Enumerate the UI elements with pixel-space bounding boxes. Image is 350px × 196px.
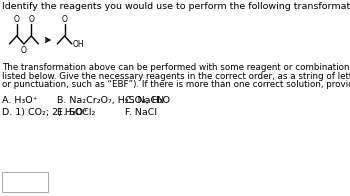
Text: O: O <box>14 15 20 24</box>
Text: OH: OH <box>72 40 84 48</box>
Text: E. SOCl₂: E. SOCl₂ <box>57 108 96 117</box>
Bar <box>2 172 48 192</box>
Text: O: O <box>21 46 27 55</box>
Text: O: O <box>62 15 68 24</box>
Text: F. NaCl: F. NaCl <box>125 108 157 117</box>
Text: O: O <box>28 15 34 24</box>
Text: C. NaCN: C. NaCN <box>125 96 164 105</box>
Text: D. 1) CO₂; 2) H₃O⁺: D. 1) CO₂; 2) H₃O⁺ <box>2 108 88 117</box>
Text: Identify the reagents you would use to perform the following transformation:: Identify the reagents you would use to p… <box>2 2 350 11</box>
Text: A. H₃O⁺: A. H₃O⁺ <box>2 96 38 105</box>
Text: or punctuation, such as “EBF”). If there is more than one correct solution, prov: or punctuation, such as “EBF”). If there… <box>2 80 350 89</box>
Text: The transformation above can be performed with some reagent or combination of th: The transformation above can be performe… <box>2 63 350 72</box>
Text: B. Na₂Cr₂O₇, H₂SO₄, H₂O: B. Na₂Cr₂O₇, H₂SO₄, H₂O <box>57 96 170 105</box>
Text: listed below. Give the necessary reagents in the correct order, as a string of l: listed below. Give the necessary reagent… <box>2 72 350 81</box>
